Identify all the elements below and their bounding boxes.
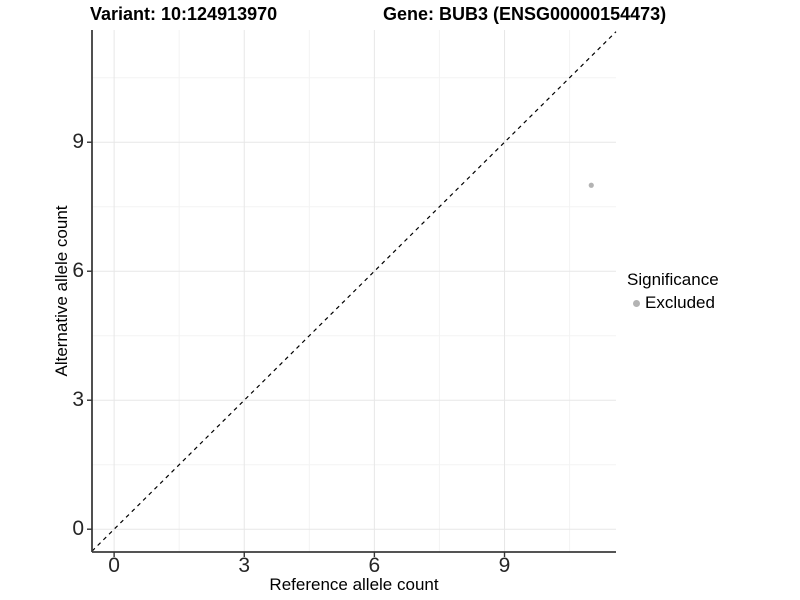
identity-line [91, 31, 617, 552]
y-tick-label: 9 [72, 130, 84, 154]
legend-item-excluded: Excluded [627, 293, 719, 313]
excluded-point-icon [633, 299, 640, 307]
gene-title: Gene: BUB3 (ENSG00000154473) [383, 4, 667, 24]
legend: Significance Excluded [627, 270, 719, 313]
y-tick-label: 0 [72, 517, 84, 541]
plot-panel [87, 30, 617, 557]
data-point [588, 182, 594, 188]
x-tick-label: 0 [108, 554, 120, 577]
y-tick-label: 6 [72, 259, 84, 283]
legend-title: Significance [627, 270, 719, 289]
y-tick-label: 3 [72, 388, 84, 412]
x-tick-label: 9 [498, 554, 511, 577]
y-axis-title: Alternative allele count [52, 205, 71, 377]
variant-title: Variant: 10:124913970 [90, 4, 278, 24]
x-tick-label: 3 [238, 554, 251, 577]
legend-item-label: Excluded [645, 293, 715, 312]
x-tick-label: 6 [368, 554, 381, 577]
x-axis-title: Reference allele count [269, 575, 439, 594]
